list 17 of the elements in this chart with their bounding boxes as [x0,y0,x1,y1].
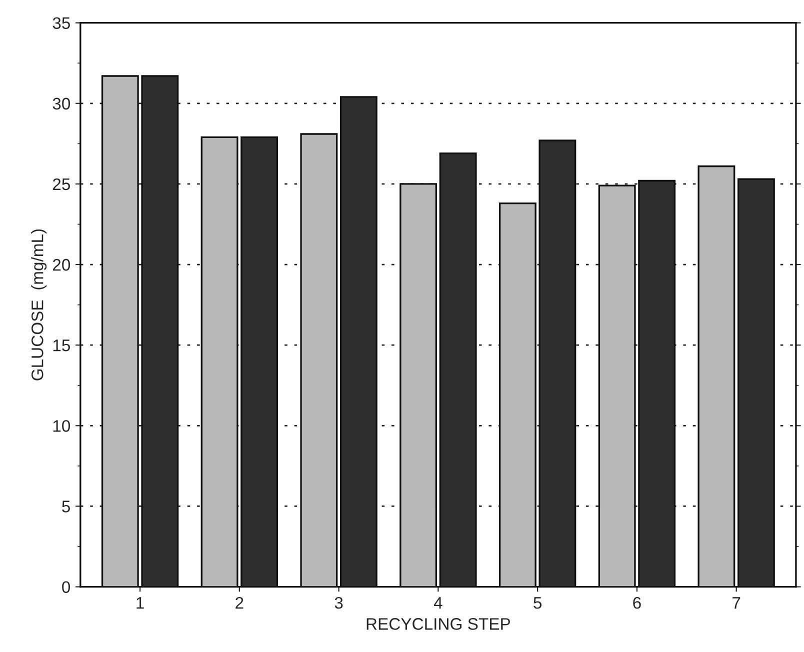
x-tick-label: 2 [236,596,244,609]
x-tick-label: 5 [534,597,542,609]
x-tick-label: 4 [434,597,442,609]
x-tick-label: 3 [334,596,343,609]
y-tick-label: 25 [52,178,70,190]
y-axis-title: GLUCOSE (mg/mL) [31,229,47,380]
y-tick-label: 15 [53,340,70,352]
x-tick-label: 6 [633,596,641,609]
y-tick-label: 30 [52,98,70,110]
x-tick-label: 7 [732,597,740,609]
y-tick-label: 20 [52,258,70,271]
x-axis-title: RECYCLING STEP [366,618,510,630]
x-tick-label: 1 [136,597,144,609]
y-tick-label: 10 [53,420,70,432]
y-tick-label: 5 [62,500,70,512]
y-tick-label: 35 [52,17,70,30]
y-tick-label: 0 [62,581,70,594]
